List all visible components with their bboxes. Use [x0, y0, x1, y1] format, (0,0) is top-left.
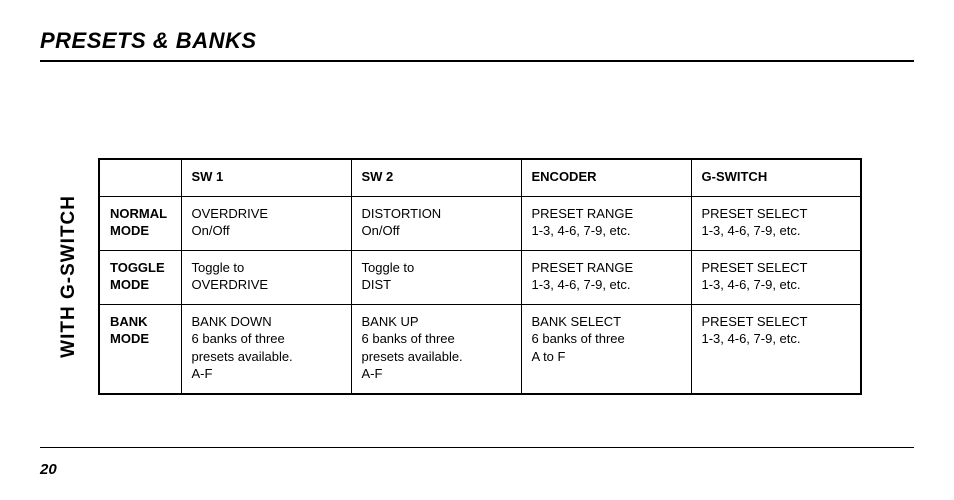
table-cell: OVERDRIVEOn/Off — [181, 196, 351, 250]
title-rule — [40, 60, 914, 62]
row-header: NORMALMODE — [99, 196, 181, 250]
table-row: NORMALMODEOVERDRIVEOn/OffDISTORTIONOn/Of… — [99, 196, 861, 250]
col-header: ENCODER — [521, 159, 691, 196]
col-header: G-SWITCH — [691, 159, 861, 196]
row-header: BANKMODE — [99, 304, 181, 394]
table-cell: PRESET RANGE1-3, 4-6, 7-9, etc. — [521, 250, 691, 304]
table-row: BANKMODEBANK DOWN6 banks of threepresets… — [99, 304, 861, 394]
row-header: TOGGLEMODE — [99, 250, 181, 304]
content-area: WITH G-SWITCH SW 1 SW 2 ENCODER G-SWITCH — [58, 158, 862, 395]
side-label: WITH G-SWITCH — [58, 195, 80, 358]
table-cell: Toggle toDIST — [351, 250, 521, 304]
page: PRESETS & BANKS WITH G-SWITCH SW 1 SW 2 … — [0, 0, 954, 500]
table-cell: DISTORTIONOn/Off — [351, 196, 521, 250]
col-header: SW 2 — [351, 159, 521, 196]
table-cell: BANK SELECT6 banks of threeA to F — [521, 304, 691, 394]
bottom-rule — [40, 447, 914, 448]
col-header: SW 1 — [181, 159, 351, 196]
table-cell: PRESET SELECT1-3, 4-6, 7-9, etc. — [691, 196, 861, 250]
table-cell: PRESET SELECT1-3, 4-6, 7-9, etc. — [691, 250, 861, 304]
table-header-row: SW 1 SW 2 ENCODER G-SWITCH — [99, 159, 861, 196]
table-cell: BANK UP6 banks of threepresets available… — [351, 304, 521, 394]
table-row: TOGGLEMODEToggle toOVERDRIVEToggle toDIS… — [99, 250, 861, 304]
page-title: PRESETS & BANKS — [40, 28, 914, 54]
table-cell: PRESET RANGE1-3, 4-6, 7-9, etc. — [521, 196, 691, 250]
table-cell: BANK DOWN6 banks of threepresets availab… — [181, 304, 351, 394]
table-body: NORMALMODEOVERDRIVEOn/OffDISTORTIONOn/Of… — [99, 196, 861, 394]
modes-table: SW 1 SW 2 ENCODER G-SWITCH NORMALMODEOVE… — [98, 158, 862, 395]
table-corner — [99, 159, 181, 196]
page-number: 20 — [40, 461, 57, 478]
table-cell: PRESET SELECT1-3, 4-6, 7-9, etc. — [691, 304, 861, 394]
table-cell: Toggle toOVERDRIVE — [181, 250, 351, 304]
